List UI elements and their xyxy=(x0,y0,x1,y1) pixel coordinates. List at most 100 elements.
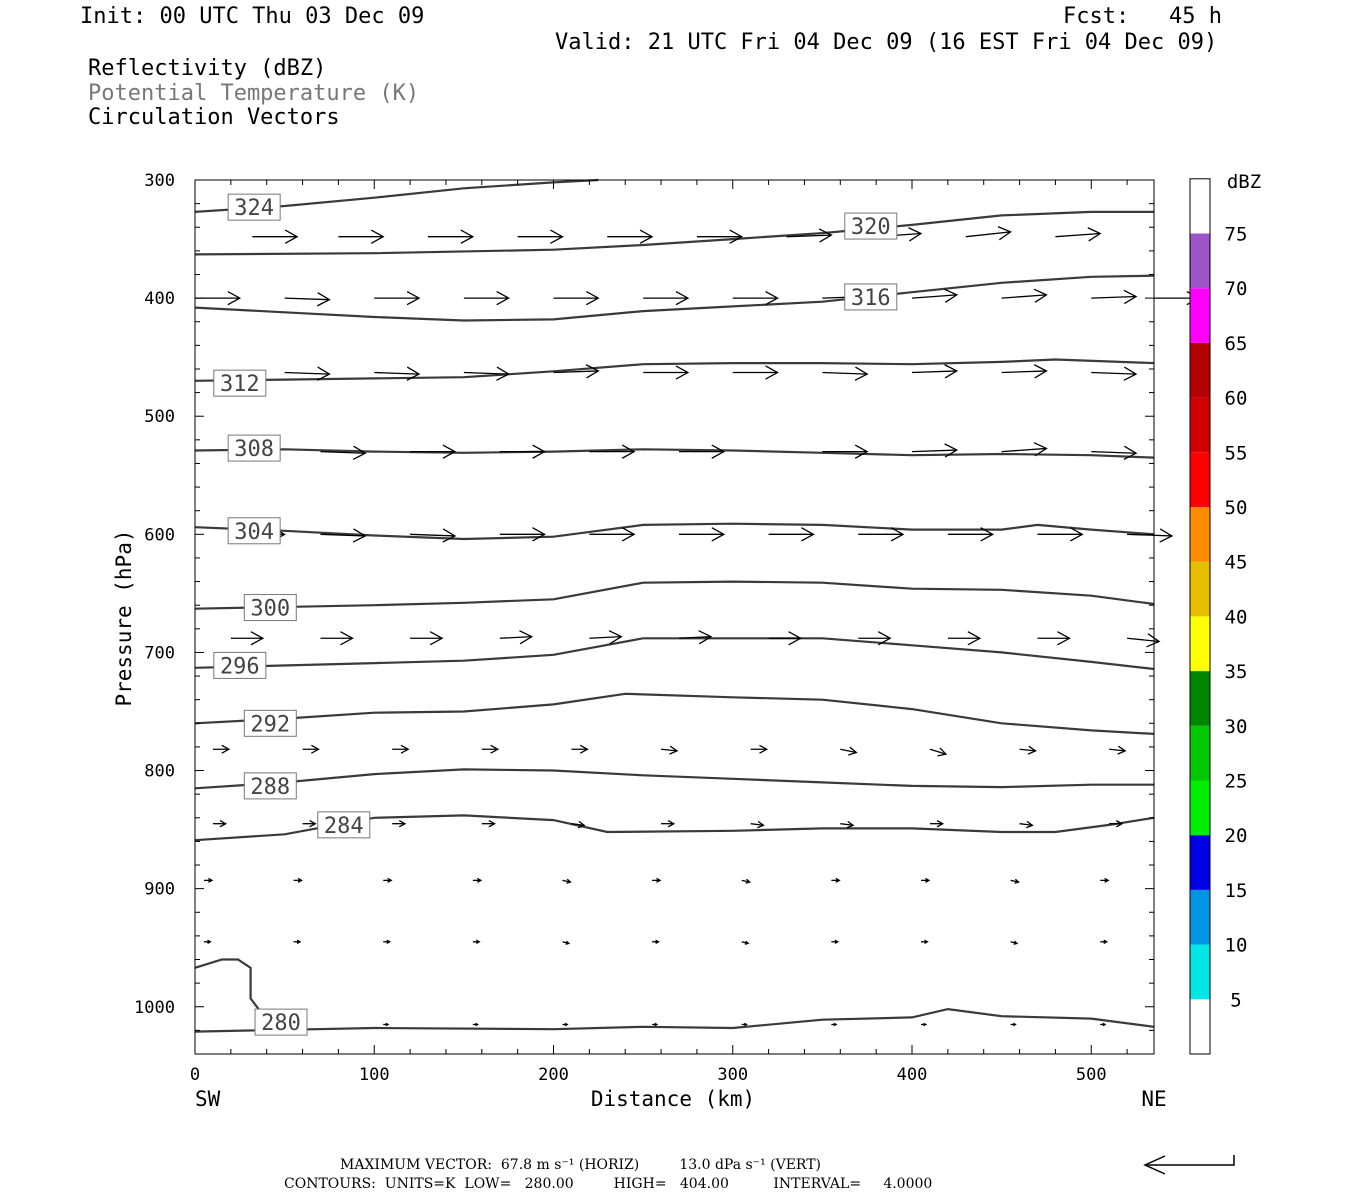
circulation-vectors: 324 320 316 312 308 304 300 296 292 288 284 280 xyxy=(195,193,1201,1036)
colorbar-level-label: 15 xyxy=(1225,880,1248,902)
vector-arrowhead xyxy=(765,365,779,380)
vector-arrowhead xyxy=(406,290,421,306)
theta-contours xyxy=(194,178,1155,1033)
colorbar-level-label: 70 xyxy=(1225,278,1248,300)
contour-label: 304 xyxy=(234,520,274,545)
vector-arrowhead xyxy=(656,877,662,883)
circulation-vector xyxy=(553,370,599,374)
colorbar-level-label: 35 xyxy=(1225,661,1248,683)
theta-contour-304 xyxy=(194,522,1155,541)
y-tick-labels: 300 400 500 600 700 800 900 1000 xyxy=(134,171,175,1018)
vector-arrowhead xyxy=(221,744,231,754)
contour-label: 288 xyxy=(250,775,290,800)
vector-arrowhead xyxy=(765,290,779,306)
vector-arrowhead xyxy=(1014,878,1020,884)
vector-arrowhead xyxy=(924,939,929,944)
y-tick-label: 300 xyxy=(144,171,175,191)
contour-label-box xyxy=(227,517,281,545)
vector-arrowhead xyxy=(698,630,713,645)
contour-label: 300 xyxy=(250,597,290,622)
vector-arrowhead xyxy=(585,290,600,306)
colorbar-level-label: 60 xyxy=(1225,388,1248,410)
circulation-vector xyxy=(822,371,868,375)
circulation-vector xyxy=(840,823,854,826)
colorbar-swatch xyxy=(1190,452,1210,507)
vector-arrowhead xyxy=(1146,633,1161,648)
plot-frame xyxy=(194,179,1155,1055)
theta-contour-296 xyxy=(194,637,1155,671)
vector-arrowhead xyxy=(846,820,855,829)
theta-contour-312 xyxy=(194,358,1155,382)
vector-arrowhead xyxy=(488,819,496,828)
circulation-vector xyxy=(911,449,957,453)
vector-arrowhead xyxy=(1103,939,1108,944)
vector-arrowhead xyxy=(309,819,317,828)
vector-arrowhead xyxy=(669,745,679,755)
vector-arrowhead xyxy=(577,820,586,829)
x-tick-label: 300 xyxy=(717,1065,748,1085)
circulation-vector xyxy=(589,636,622,639)
colorbar-swatch xyxy=(1190,671,1210,726)
vector-arrowhead xyxy=(937,747,948,757)
vector-arrowhead xyxy=(854,366,869,381)
vector-arrowhead xyxy=(877,631,892,646)
colorbar-level-label: 50 xyxy=(1225,497,1248,519)
colorbar-level-label: 40 xyxy=(1225,606,1248,628)
colorbar-level-label: 55 xyxy=(1225,442,1248,464)
vector-arrowhead xyxy=(1012,1022,1017,1027)
vector-arrowhead xyxy=(744,940,750,945)
y-tick-label: 400 xyxy=(144,289,175,309)
circulation-vector xyxy=(463,371,509,375)
vector-arrowhead xyxy=(585,364,600,379)
circulation-vector xyxy=(284,371,330,375)
vector-arrowhead xyxy=(370,229,385,244)
vector-arrowhead xyxy=(550,229,564,244)
y-tick-label: 700 xyxy=(144,643,175,663)
vector-arrowhead xyxy=(284,229,299,244)
circulation-vector xyxy=(678,636,712,639)
contour-label-box xyxy=(844,283,898,311)
vector-arrowhead xyxy=(566,878,572,884)
vector-arrowhead xyxy=(759,744,769,754)
vector-arrowhead xyxy=(1123,289,1138,305)
colorbar-frame xyxy=(1189,178,1211,1055)
colorbar-swatch xyxy=(1190,835,1210,890)
colorbar-swatch xyxy=(1190,342,1210,398)
circulation-vector xyxy=(410,533,455,537)
theta-contour-terrain xyxy=(194,958,261,1011)
circulation-vector xyxy=(1091,295,1137,299)
vector-arrowhead xyxy=(944,443,959,458)
vector-arrowhead xyxy=(340,631,354,646)
circulation-vector xyxy=(1001,447,1047,453)
reference-vector xyxy=(1143,1155,1235,1175)
y-tick-label: 500 xyxy=(144,407,175,427)
circulation-vector xyxy=(1001,294,1047,299)
x-tick-label: 500 xyxy=(1076,1065,1107,1085)
vector-arrowhead xyxy=(854,444,869,459)
vector-arrowhead xyxy=(1013,940,1019,945)
circulation-vector xyxy=(911,370,957,374)
contour-label-box xyxy=(227,193,281,221)
vector-arrowhead xyxy=(442,528,457,543)
contour-label: 320 xyxy=(851,215,891,240)
circulation-vector xyxy=(1127,533,1172,537)
y-tick-label: 600 xyxy=(144,525,175,545)
colorbar-swatch xyxy=(1190,725,1210,781)
colorbar-swatch xyxy=(1190,944,1210,1000)
vector-arrowhead xyxy=(936,819,945,828)
contour-label-box xyxy=(254,1008,308,1036)
vector-arrowhead xyxy=(1025,820,1034,829)
theta-contour-284 xyxy=(194,814,1155,842)
vector-arrowhead xyxy=(406,366,421,381)
vector-arrowhead xyxy=(476,939,481,944)
circulation-vector xyxy=(499,636,532,639)
circulation-vector xyxy=(1010,879,1019,883)
vector-arrowhead xyxy=(944,364,959,379)
theta-contour-280 xyxy=(194,1007,1155,1033)
vector-arrowhead xyxy=(675,365,690,380)
circulation-vector xyxy=(840,748,857,754)
colorbar-swatch xyxy=(1190,780,1210,836)
contour-label-box xyxy=(213,369,267,397)
vector-arrowhead xyxy=(579,744,589,754)
